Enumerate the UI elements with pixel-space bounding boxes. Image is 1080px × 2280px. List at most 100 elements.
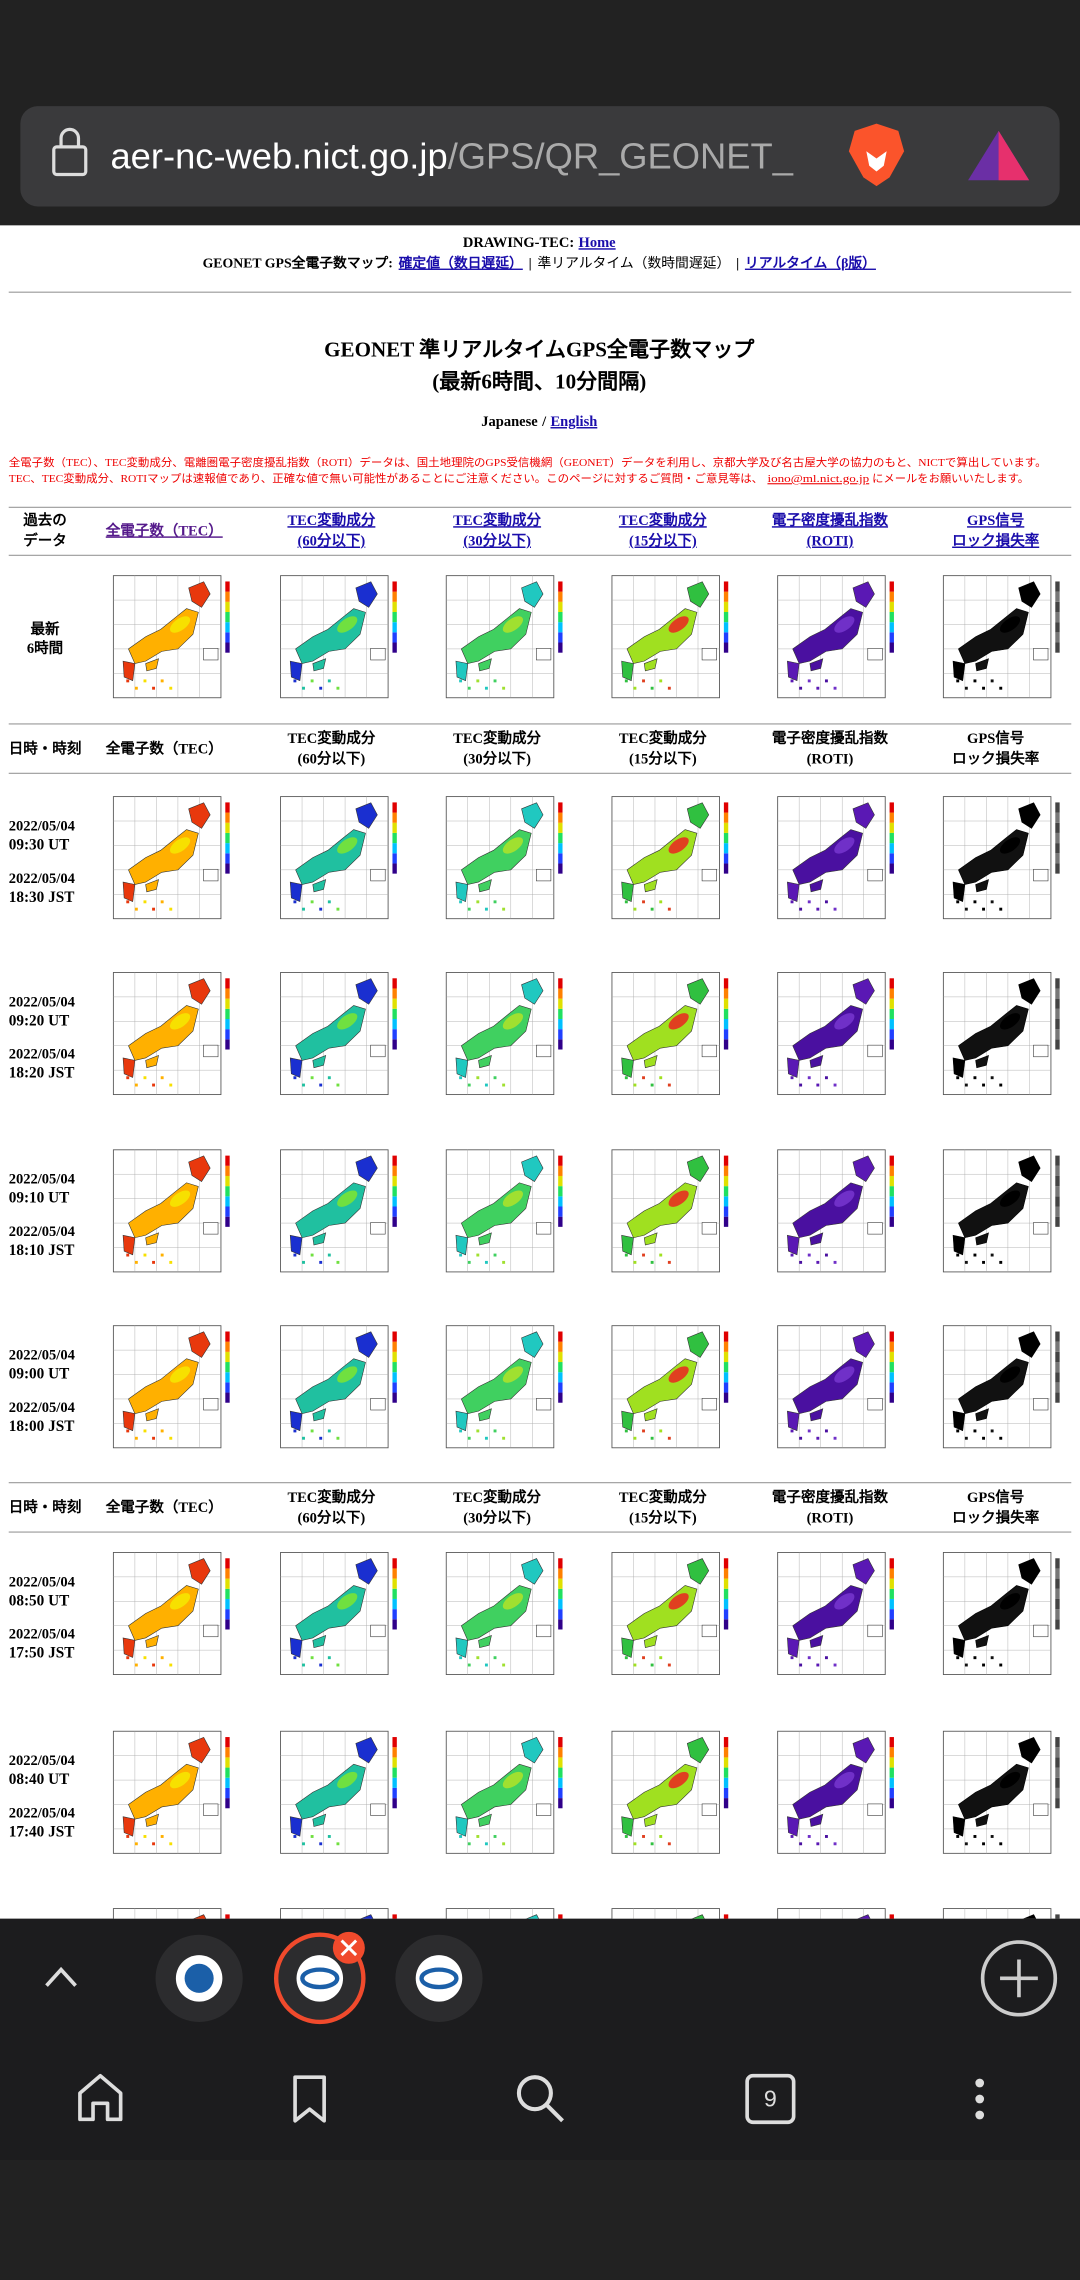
- map-image[interactable]: [445, 1149, 563, 1273]
- map-image[interactable]: [280, 1908, 397, 2031]
- map-island: [956, 1429, 960, 1433]
- column-header-link[interactable]: TEC変動成分: [619, 511, 707, 529]
- language-link[interactable]: English: [550, 414, 597, 430]
- nav-link[interactable]: リアルタイム（β版）: [745, 255, 876, 271]
- map-image[interactable]: [445, 1908, 563, 2031]
- map-image[interactable]: [611, 1325, 729, 1449]
- column-header-link[interactable]: (ROTI): [807, 534, 854, 550]
- column-header-link[interactable]: ロック損失率: [952, 532, 1040, 550]
- brave-icon[interactable]: [848, 123, 905, 187]
- map-image[interactable]: [611, 796, 729, 920]
- map-image[interactable]: [777, 1552, 894, 1675]
- colorbar: [225, 1757, 230, 1768]
- map-patch: [834, 616, 855, 633]
- language-current: Japanese: [481, 414, 538, 430]
- map-image[interactable]: [112, 1730, 230, 1854]
- colorbar: [1055, 1392, 1060, 1403]
- map-image[interactable]: [777, 1149, 894, 1273]
- column-header-link[interactable]: TEC変動成分: [453, 511, 541, 529]
- bookmark-button[interactable]: [293, 2075, 326, 2123]
- map-image[interactable]: [942, 1730, 1060, 1854]
- map-image[interactable]: [942, 1552, 1060, 1675]
- map-patch: [668, 1771, 689, 1789]
- column-header-link[interactable]: 電子密度擾乱指数: [772, 511, 889, 529]
- menu-button[interactable]: [975, 2078, 985, 2120]
- column-header: (15分以下): [629, 1509, 697, 1526]
- map-image[interactable]: [112, 1325, 230, 1449]
- email-link[interactable]: iono@ml.nict.go.jp: [767, 473, 869, 485]
- map-land: [621, 1637, 634, 1658]
- column-header-link[interactable]: TEC変動成分: [287, 511, 375, 529]
- column-header-link[interactable]: GPS信号: [967, 511, 1024, 529]
- map-image[interactable]: [280, 1552, 397, 1675]
- map-image[interactable]: [280, 575, 397, 699]
- map-image[interactable]: [942, 1908, 1060, 2031]
- map-land: [1018, 581, 1041, 608]
- map-image[interactable]: [611, 1149, 729, 1273]
- nav-link[interactable]: 確定値（数日遅延）: [399, 255, 523, 271]
- language-switch: Japanese / English: [481, 414, 597, 430]
- map-image[interactable]: [280, 1730, 397, 1854]
- map-image[interactable]: [112, 796, 230, 920]
- map-image[interactable]: [942, 796, 1060, 920]
- map-island: [152, 1260, 156, 1264]
- map-image[interactable]: [445, 972, 563, 1096]
- tab[interactable]: [155, 1934, 243, 2022]
- map-image[interactable]: [611, 575, 729, 699]
- rewards-icon[interactable]: [968, 130, 1030, 181]
- map-image[interactable]: [112, 1149, 230, 1273]
- column-header: 全電子数（TEC）: [105, 1498, 223, 1516]
- map-land: [478, 1813, 492, 1827]
- map-image[interactable]: [777, 1730, 894, 1854]
- address-bar[interactable]: [20, 106, 1060, 207]
- search-button[interactable]: [516, 2075, 564, 2123]
- colorbar: [889, 622, 894, 633]
- map-image[interactable]: [280, 972, 397, 1096]
- map-image[interactable]: [777, 972, 894, 1096]
- map-image[interactable]: [942, 972, 1060, 1096]
- map-image[interactable]: [611, 1908, 729, 2031]
- url-bar-text[interactable]: aer-nc-web.nict.go.jp/GPS/QR_GEONET_: [110, 135, 793, 176]
- jst-date: 2022/05/04: [9, 1400, 75, 1416]
- map-image[interactable]: [280, 1325, 397, 1449]
- colorbar: [723, 1186, 729, 1197]
- map-image[interactable]: [777, 1325, 894, 1449]
- colorbar: [1055, 822, 1060, 833]
- column-header-link[interactable]: (15分以下): [629, 533, 697, 550]
- map-image[interactable]: [280, 796, 397, 920]
- map-image[interactable]: [611, 1552, 729, 1675]
- map-image[interactable]: [942, 575, 1060, 699]
- map-image[interactable]: [445, 796, 563, 920]
- column-header: 過去の: [22, 511, 67, 529]
- map-image[interactable]: [777, 1908, 894, 2031]
- column-header-link[interactable]: (60分以下): [298, 533, 366, 550]
- tab-switcher-button[interactable]: [745, 2073, 796, 2125]
- map-image[interactable]: [112, 1552, 230, 1675]
- map-image[interactable]: [445, 1552, 563, 1675]
- map-image[interactable]: [112, 972, 230, 1096]
- close-tab-button[interactable]: [332, 1931, 365, 1964]
- map-image[interactable]: [445, 1730, 563, 1854]
- map-image[interactable]: [777, 575, 894, 699]
- map-image[interactable]: [942, 1149, 1060, 1273]
- map-image[interactable]: [112, 575, 230, 699]
- new-tab-button[interactable]: [980, 1940, 1058, 2017]
- map-image[interactable]: [777, 796, 894, 920]
- map-image[interactable]: [942, 1325, 1060, 1449]
- map-image[interactable]: [112, 1908, 230, 2031]
- column-header-link[interactable]: 全電子数（TEC）: [105, 521, 223, 539]
- map-image[interactable]: [611, 972, 729, 1096]
- column-header-link[interactable]: (30分以下): [463, 533, 531, 550]
- map-image[interactable]: [280, 1149, 397, 1273]
- map-image[interactable]: [445, 575, 563, 699]
- colorbar: [392, 1216, 397, 1227]
- map-image[interactable]: [445, 1325, 563, 1449]
- home-link[interactable]: Home: [579, 236, 617, 252]
- colorbar: [225, 1588, 230, 1599]
- map-image[interactable]: [611, 1730, 729, 1854]
- home-button[interactable]: [78, 2073, 123, 2122]
- collapse-button[interactable]: [45, 1966, 77, 1987]
- colorbar: [225, 1008, 230, 1019]
- colorbar: [225, 1186, 230, 1197]
- tab[interactable]: [395, 1934, 483, 2022]
